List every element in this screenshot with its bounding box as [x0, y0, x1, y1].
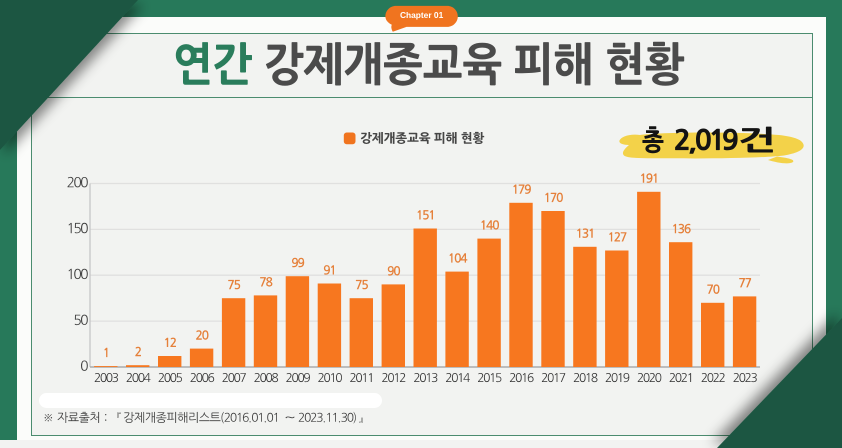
- svg-text:Chapter 01: Chapter 01: [400, 10, 444, 20]
